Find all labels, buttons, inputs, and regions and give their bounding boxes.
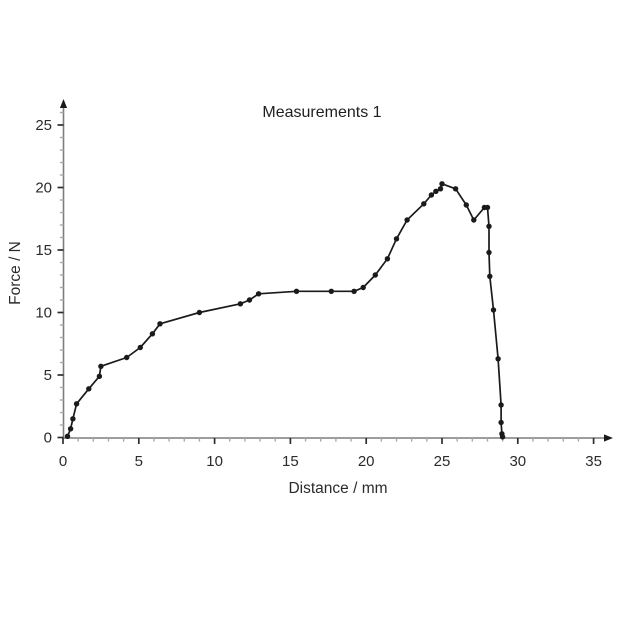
data-point [70,416,76,422]
y-tick-label: 0 [44,430,52,447]
x-tick-labels: 0 5 10 15 20 25 30 35 [59,453,602,470]
y-axis-arrow-icon [59,99,68,108]
data-point [384,256,391,262]
data-point [246,297,253,303]
x-axis-title: Distance / mm [288,480,387,497]
chart-title: Measurements 1 [262,104,381,121]
y-major-ticks [57,124,64,439]
data-point [73,401,80,407]
y-minor-ticks [59,111,64,426]
data-point [433,188,439,194]
data-point [428,192,435,198]
data-point [495,356,501,362]
x-tick-label: 15 [282,453,299,470]
data-point [237,301,244,307]
data-point [499,434,506,440]
x-minor-ticks [77,438,580,442]
data-point [157,321,163,327]
x-tick-label: 10 [206,453,223,470]
x-major-ticks [62,438,595,444]
y-tick-label: 15 [35,242,52,259]
data-point [487,273,493,279]
y-tick-label: 5 [44,367,52,384]
data-point [486,249,492,256]
data-point [439,181,445,187]
y-tick-label: 10 [35,305,52,322]
x-tick-label: 35 [585,453,602,470]
x-axis-arrow-icon [604,434,613,442]
y-tick-label: 25 [35,117,52,134]
data-point [421,201,427,207]
data-point [124,354,130,361]
y-tick-label: 20 [35,180,52,197]
data-point [463,202,469,208]
x-tick-label: 20 [358,453,375,470]
data-point [490,307,497,313]
data-point [486,223,492,229]
x-tick-label: 30 [509,453,526,470]
x-tick-label: 5 [135,453,143,470]
data-point [393,236,400,242]
data-series [64,181,506,440]
data-point [360,284,366,291]
data-point [96,373,103,379]
data-point [149,331,156,337]
data-point [293,288,300,294]
series-line [66,182,504,438]
data-point [372,272,378,278]
x-tick-label: 25 [434,453,451,470]
data-point [328,288,334,294]
data-point [255,291,262,297]
data-point [498,419,504,426]
data-point [86,386,92,392]
y-tick-labels: 0 5 10 15 20 25 [35,117,52,447]
y-axis-title: Force / N [7,241,24,305]
data-point [137,344,143,351]
data-point [351,288,357,294]
data-point [484,204,491,211]
data-point [196,309,203,316]
data-point [64,433,71,439]
data-point [404,217,410,223]
data-point [437,186,444,192]
data-point [98,363,104,369]
data-point [452,186,459,192]
data-point [67,426,74,432]
data-point [498,402,504,408]
x-tick-label: 0 [59,453,67,470]
data-point [471,217,477,223]
